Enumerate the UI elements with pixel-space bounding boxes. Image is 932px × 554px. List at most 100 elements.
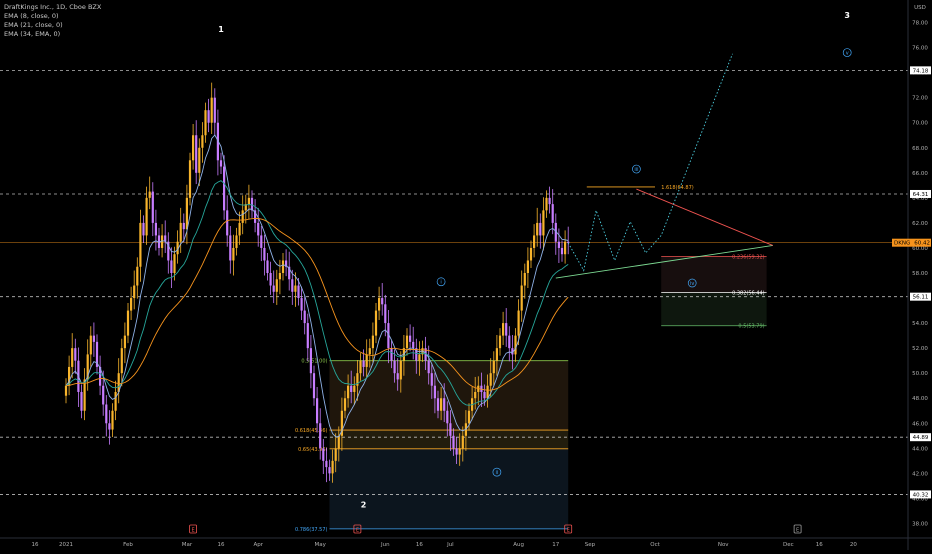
candle-body-53: [229, 235, 232, 261]
time-tick-4: 16: [218, 542, 225, 548]
candle-body-151: [533, 235, 536, 248]
candle-body-60: [250, 197, 254, 211]
candle-body-46: [207, 110, 210, 123]
price-tick-19: 76.00: [912, 46, 928, 52]
candle-body-81: [316, 398, 319, 424]
legend-ema-34[interactable]: EMA (34, EMA, 0): [4, 30, 61, 38]
wave-label-5: iii: [634, 167, 638, 173]
candle-body-85: [328, 467, 331, 474]
fib-zone-right-1: [661, 256, 767, 293]
candle-body-64: [263, 247, 266, 261]
candle-body-42: [195, 135, 198, 173]
fib-left-label-3: 0.786(37.57): [295, 527, 328, 533]
candle-body-144: [511, 348, 514, 355]
legend-title[interactable]: DraftKings Inc., 1D, Cboe BZX: [4, 3, 102, 11]
candle-body-70: [281, 260, 285, 273]
event-marker-label-2: E: [567, 528, 570, 534]
candle-body-132: [474, 391, 477, 399]
time-tick-15: Dec: [783, 542, 794, 548]
candle-body-148: [523, 273, 526, 286]
time-tick-7: Jun: [380, 542, 390, 548]
chart-legend: DraftKings Inc., 1D, Cboe BZX EMA (8, cl…: [4, 3, 101, 39]
time-tick-16: 16: [816, 542, 823, 548]
candle-body-17: [117, 373, 120, 392]
fib-zone-2: [329, 448, 569, 529]
candle-body-98: [368, 348, 371, 355]
candle-body-120: [436, 398, 440, 411]
candle-body-55: [235, 235, 238, 248]
event-marker-label-1: E: [356, 528, 359, 534]
candle-body-66: [269, 273, 272, 286]
candle-body-57: [241, 210, 244, 223]
candle-body-34: [170, 260, 173, 273]
candle-body-68: [275, 279, 278, 292]
candle-body-119: [433, 385, 436, 399]
candle-body-67: [272, 285, 275, 292]
candle-body-44: [201, 135, 204, 148]
candle-body-43: [198, 147, 201, 173]
candle-body-18: [120, 348, 123, 374]
wave-label-0: 1: [218, 25, 224, 34]
wave-label-2: 3: [844, 11, 850, 20]
candle-body-13: [105, 404, 108, 424]
candle-body-52: [226, 210, 229, 236]
wave-circle-3: [436, 277, 446, 287]
wave-projection: [567, 53, 733, 272]
candle-body-16: [114, 391, 117, 411]
time-tick-6: May: [315, 542, 327, 548]
last-price-symbol: DKNG: [894, 241, 910, 247]
candle-body-83: [322, 448, 325, 461]
price-tick-7: 52.00: [912, 346, 928, 352]
candle-body-141: [502, 323, 505, 336]
candle-body-97: [365, 354, 368, 367]
candle-body-30: [157, 235, 161, 248]
candle-body-37: [179, 222, 182, 242]
candle-body-135: [483, 391, 486, 399]
candle-body-51: [223, 166, 226, 211]
fib-left-label-1: 0.618(45.46): [295, 428, 328, 434]
last-price-value: 60.42: [914, 241, 930, 247]
level-tag-bg-0: [910, 66, 931, 75]
candle-body-140: [498, 335, 502, 349]
candle-body-2: [71, 348, 74, 367]
candle-body-90: [343, 398, 347, 411]
triangle-lower-line: [555, 245, 773, 279]
fib-right-label-2: 0.382(56.44): [732, 291, 765, 297]
fib-zone-3: [329, 430, 569, 449]
candle-body-156: [548, 197, 551, 205]
time-tick-17: 20: [850, 542, 857, 548]
candle-body-88: [337, 435, 340, 449]
candle-body-139: [495, 348, 498, 361]
candle-body-111: [409, 335, 412, 342]
fib-left-label-2: 0.65(43.96): [298, 447, 327, 453]
candle-body-50: [219, 160, 223, 167]
candle-body-92: [350, 385, 353, 392]
candle-body-77: [303, 310, 306, 324]
wave-circle-7: [842, 48, 852, 57]
candle-body-99: [371, 335, 374, 349]
candle-body-22: [133, 285, 136, 299]
candle-body-40: [188, 160, 192, 198]
candle-body-161: [564, 241, 567, 255]
event-marker-1: [353, 524, 362, 534]
candle-body-155: [545, 197, 548, 211]
candle-body-108: [399, 360, 402, 380]
event-marker-2: [564, 524, 573, 534]
ema-line-1: [65, 180, 569, 406]
price-tick-14: 66.00: [912, 171, 928, 177]
price-tick-3: 44.00: [912, 446, 928, 452]
candle-body-116: [424, 348, 427, 361]
event-marker-0: [189, 524, 198, 534]
candle-body-87: [334, 448, 337, 461]
level-tag-bg-1: [910, 189, 931, 198]
candle-body-112: [412, 341, 415, 349]
level-tag-0: 74.18: [913, 68, 929, 74]
candle-body-142: [505, 323, 508, 336]
legend-ema-8[interactable]: EMA (8, close, 0): [4, 12, 59, 20]
legend-ema-21[interactable]: EMA (21, close, 0): [4, 21, 63, 29]
candle-body-162: [567, 241, 570, 243]
candle-body-147: [520, 285, 523, 311]
time-tick-8: 16: [416, 542, 423, 548]
